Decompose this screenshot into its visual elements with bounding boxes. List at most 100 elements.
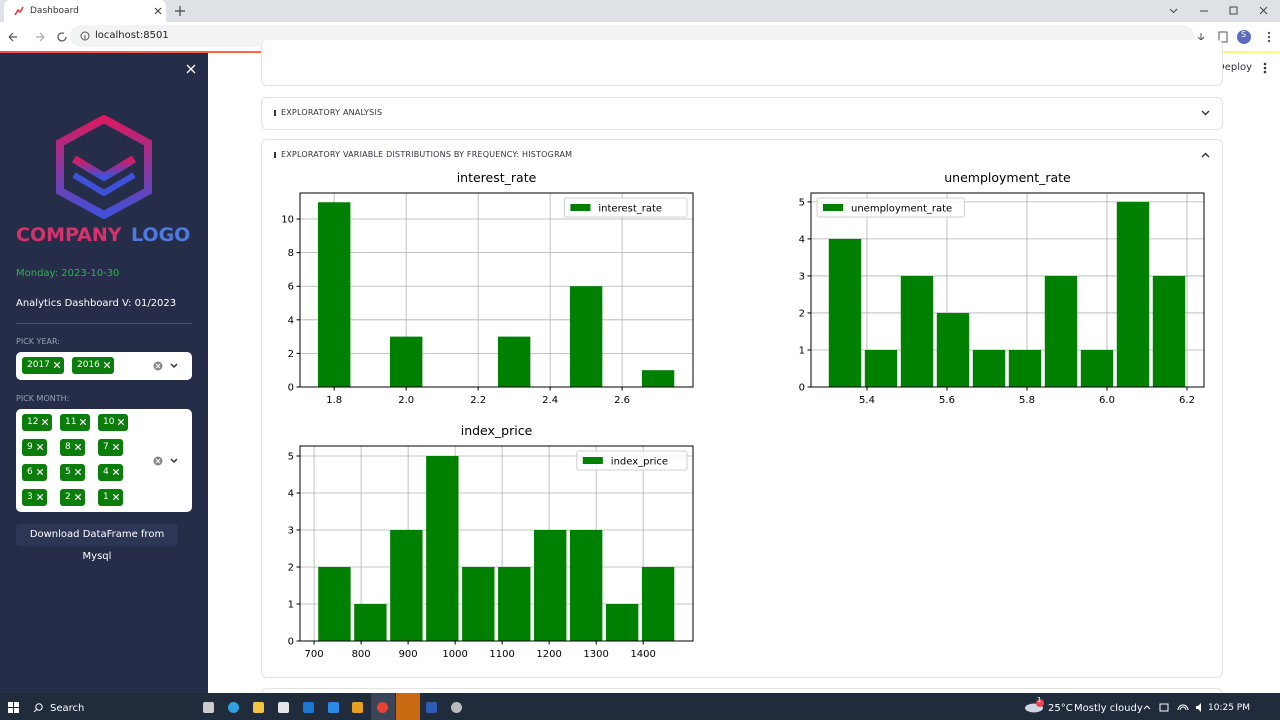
chip-remove[interactable] (112, 494, 119, 500)
expander-title: EXPLORATORY VARIABLE DISTRIBUTIONS BY FR… (281, 150, 573, 159)
tab-title: Dashboard (30, 6, 79, 16)
weather-badge: 1 (1037, 696, 1042, 704)
chip[interactable]: 5 (60, 464, 85, 481)
start-button[interactable] (8, 702, 19, 713)
app-icon[interactable] (278, 702, 289, 713)
chip-text: 2016 (77, 360, 100, 370)
search-box[interactable]: Search (50, 703, 85, 714)
tab-icon (14, 6, 24, 16)
chip-text: 10 (103, 417, 115, 427)
app-icon[interactable] (203, 702, 214, 713)
chip[interactable]: 7 (98, 439, 123, 456)
field-label: PICK MONTH: (16, 394, 70, 403)
url-text: localhost:8501 (95, 30, 169, 41)
chip-text: 7 (103, 442, 109, 452)
chip-remove[interactable] (103, 362, 110, 368)
month-multiselect[interactable]: 12 11 10 9 8 7 6 5 4 3 2 1 (16, 409, 192, 512)
chip-text: 12 (27, 417, 39, 427)
new-tab[interactable] (175, 6, 185, 16)
info-icon (274, 152, 276, 158)
info-icon (80, 31, 90, 41)
chip[interactable]: 2 (60, 489, 85, 506)
chip[interactable]: 3 (22, 489, 47, 506)
chip-remove[interactable] (118, 419, 125, 425)
app-icon (377, 702, 388, 713)
chip-text: 4 (103, 467, 109, 477)
chip-remove[interactable] (112, 444, 119, 450)
chip-remove[interactable] (74, 494, 81, 500)
tab-bar: Dashboard (0, 0, 1280, 22)
browser-tab[interactable]: Dashboard (4, 0, 166, 22)
window-controls[interactable] (1170, 6, 1270, 16)
app-icon[interactable] (396, 693, 420, 720)
logo-text: LOGO (131, 224, 191, 246)
sidebar-close[interactable] (186, 64, 196, 74)
deploy-button[interactable]: Deploy (1217, 62, 1253, 73)
select-controls[interactable] (153, 456, 183, 466)
chip-remove[interactable] (36, 469, 43, 475)
chip-text: 5 (65, 467, 71, 477)
chip[interactable]: 12 (22, 414, 53, 431)
chevron-down (1201, 110, 1210, 116)
profile: S (1241, 30, 1247, 39)
tray-icons[interactable] (1143, 702, 1205, 713)
date-text: Monday: 2023-10-30 (16, 268, 120, 279)
nav-buttons[interactable] (8, 31, 68, 43)
select-controls[interactable] (153, 361, 183, 371)
logo-text: COMPANY (16, 224, 122, 246)
chip[interactable]: 9 (22, 439, 47, 456)
chip[interactable]: 10 (98, 414, 129, 431)
chip[interactable]: 1 (98, 489, 123, 506)
chip[interactable]: 4 (98, 464, 123, 481)
chip[interactable]: 6 (22, 464, 47, 481)
chip-remove[interactable] (112, 469, 119, 475)
chip-text: 2 (65, 492, 71, 502)
field-label: PICK YEAR: (16, 337, 60, 346)
chip-text: 6 (27, 467, 33, 477)
chevron-up (1201, 152, 1210, 158)
temperature: 25°C (1048, 703, 1073, 714)
weather-text: Mostly cloudy (1074, 703, 1143, 714)
chip[interactable]: 11 (60, 414, 91, 431)
info-icon (274, 110, 276, 116)
download-button[interactable]: Download DataFrame from Mysql (16, 524, 178, 562)
app-icon[interactable] (228, 702, 239, 713)
chip-remove[interactable] (80, 419, 87, 425)
chip-text: 11 (65, 417, 77, 427)
chip-remove[interactable] (74, 469, 81, 475)
chip[interactable]: 2016 (72, 357, 114, 374)
chip[interactable]: 2017 (22, 357, 64, 374)
app-icon[interactable] (328, 702, 339, 713)
app-icon[interactable] (451, 702, 462, 713)
app-icon[interactable] (352, 702, 363, 713)
expander-title: EXPLORATORY ANALYSIS (281, 108, 383, 117)
main-menu[interactable] (1263, 62, 1267, 74)
weather-icon (1025, 699, 1044, 713)
chip[interactable]: 8 (60, 439, 85, 456)
active-app[interactable] (371, 693, 395, 720)
taskbar: Search 1 25°C Mostly cloudy 10:25 PM (0, 693, 1280, 720)
chip-text: 2017 (27, 360, 50, 370)
app-icon[interactable] (303, 702, 314, 713)
chip-text: 9 (27, 442, 33, 452)
app-icon[interactable] (253, 702, 264, 713)
chip-remove[interactable] (36, 444, 43, 450)
clock: 10:25 PM (1208, 703, 1250, 713)
divider (16, 323, 192, 324)
chip-remove[interactable] (36, 494, 43, 500)
logo-mark (56, 115, 152, 219)
expander[interactable]: EXPLORATORY VARIABLE DISTRIBUTIONS BY FR… (261, 139, 1223, 678)
app-icon[interactable] (426, 702, 437, 713)
chip-remove[interactable] (42, 419, 49, 425)
search-icon (33, 703, 43, 713)
sidebar: COMPANY LOGO Monday: 2023-10-30 Analytic… (0, 53, 208, 693)
chip-remove[interactable] (53, 362, 60, 368)
tab-close[interactable] (154, 7, 162, 15)
chip-remove[interactable] (74, 444, 81, 450)
expander[interactable]: EXPLORATORY ANALYSIS (261, 97, 1223, 130)
year-multiselect[interactable]: 2017 2016 (16, 352, 192, 380)
expander-collapsed[interactable] (261, 40, 1223, 86)
chip-text: 3 (27, 492, 33, 502)
chip-text: 8 (65, 442, 71, 452)
